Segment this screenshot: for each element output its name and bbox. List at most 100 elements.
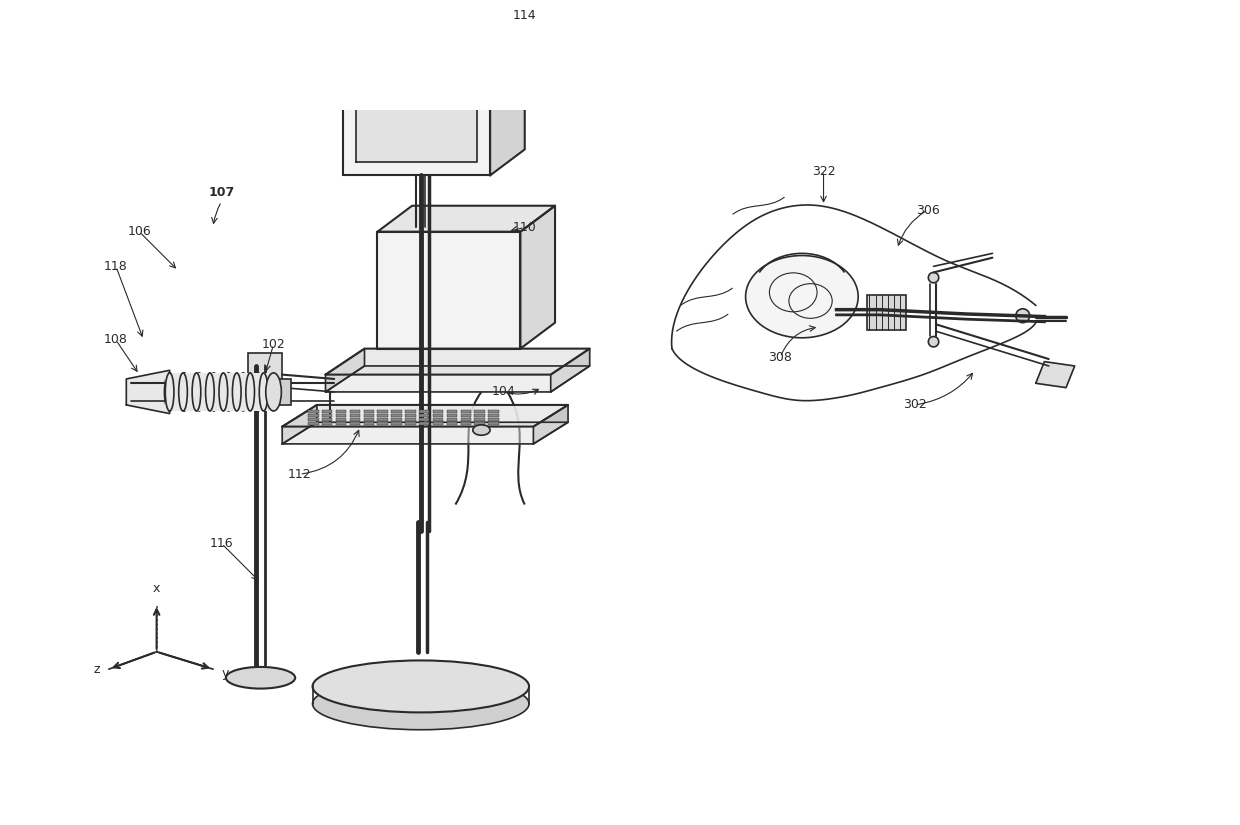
Polygon shape <box>326 366 590 392</box>
Polygon shape <box>433 422 444 425</box>
Polygon shape <box>126 370 170 413</box>
Polygon shape <box>363 422 374 425</box>
Polygon shape <box>377 418 388 421</box>
Text: 108: 108 <box>104 333 128 346</box>
Polygon shape <box>405 414 415 417</box>
Ellipse shape <box>745 256 858 337</box>
Text: y: y <box>222 667 229 680</box>
Polygon shape <box>363 414 374 417</box>
Polygon shape <box>446 410 458 413</box>
Polygon shape <box>446 418 458 421</box>
Polygon shape <box>433 410 444 413</box>
Polygon shape <box>377 232 521 349</box>
Polygon shape <box>489 414 498 417</box>
Text: 106: 106 <box>128 225 151 238</box>
Polygon shape <box>377 422 388 425</box>
Text: 118: 118 <box>104 260 128 273</box>
Ellipse shape <box>929 337 939 346</box>
Polygon shape <box>1035 361 1075 388</box>
Polygon shape <box>460 422 471 425</box>
Polygon shape <box>392 418 402 421</box>
Polygon shape <box>377 410 388 413</box>
Polygon shape <box>475 414 485 417</box>
Polygon shape <box>377 205 556 232</box>
Text: 302: 302 <box>903 398 926 412</box>
Text: 104: 104 <box>491 385 515 398</box>
Ellipse shape <box>1016 309 1029 323</box>
Polygon shape <box>326 349 590 375</box>
Polygon shape <box>460 414 471 417</box>
Text: 112: 112 <box>288 468 311 481</box>
Ellipse shape <box>472 425 490 436</box>
Polygon shape <box>322 410 332 413</box>
Polygon shape <box>405 410 415 413</box>
Polygon shape <box>336 410 346 413</box>
Polygon shape <box>521 205 556 349</box>
Polygon shape <box>350 422 360 425</box>
Text: z: z <box>94 662 100 676</box>
Polygon shape <box>342 0 525 20</box>
Polygon shape <box>392 414 402 417</box>
Polygon shape <box>350 410 360 413</box>
Polygon shape <box>460 410 471 413</box>
Polygon shape <box>356 32 477 163</box>
Ellipse shape <box>226 667 295 689</box>
Polygon shape <box>363 418 374 421</box>
Polygon shape <box>490 0 525 176</box>
Text: 306: 306 <box>915 204 940 216</box>
Polygon shape <box>283 405 568 427</box>
Bar <box>269 379 291 405</box>
Polygon shape <box>322 422 332 425</box>
Polygon shape <box>533 405 568 444</box>
Polygon shape <box>446 422 458 425</box>
Polygon shape <box>336 418 346 421</box>
Polygon shape <box>460 418 471 421</box>
Polygon shape <box>419 414 429 417</box>
Text: 322: 322 <box>812 164 836 177</box>
Polygon shape <box>350 414 360 417</box>
Text: x: x <box>153 582 160 596</box>
Text: 116: 116 <box>210 537 233 550</box>
Polygon shape <box>342 20 490 176</box>
Text: 114: 114 <box>513 9 537 21</box>
Polygon shape <box>350 418 360 421</box>
Polygon shape <box>283 422 568 444</box>
Ellipse shape <box>265 373 281 411</box>
Polygon shape <box>475 422 485 425</box>
Polygon shape <box>392 410 402 413</box>
Polygon shape <box>433 414 444 417</box>
Polygon shape <box>309 422 319 425</box>
Text: 107: 107 <box>208 186 234 199</box>
Polygon shape <box>489 418 498 421</box>
Bar <box>165 373 269 411</box>
Bar <box>867 295 905 329</box>
Polygon shape <box>309 418 319 421</box>
Polygon shape <box>392 422 402 425</box>
Polygon shape <box>309 410 319 413</box>
Polygon shape <box>489 410 498 413</box>
Polygon shape <box>419 422 429 425</box>
Polygon shape <box>405 422 415 425</box>
Text: 102: 102 <box>262 337 285 351</box>
Ellipse shape <box>312 661 529 713</box>
Polygon shape <box>433 418 444 421</box>
Polygon shape <box>419 418 429 421</box>
Polygon shape <box>283 405 317 444</box>
Bar <box>248 353 283 392</box>
Polygon shape <box>363 410 374 413</box>
Text: 110: 110 <box>513 221 537 233</box>
Polygon shape <box>419 410 429 413</box>
Polygon shape <box>475 418 485 421</box>
Text: 308: 308 <box>769 351 792 364</box>
Ellipse shape <box>312 678 529 730</box>
Polygon shape <box>551 349 590 392</box>
Polygon shape <box>322 414 332 417</box>
Polygon shape <box>309 414 319 417</box>
Polygon shape <box>326 349 365 392</box>
Polygon shape <box>489 422 498 425</box>
Polygon shape <box>336 414 346 417</box>
Ellipse shape <box>929 272 939 283</box>
Polygon shape <box>336 422 346 425</box>
Polygon shape <box>446 414 458 417</box>
Polygon shape <box>377 414 388 417</box>
